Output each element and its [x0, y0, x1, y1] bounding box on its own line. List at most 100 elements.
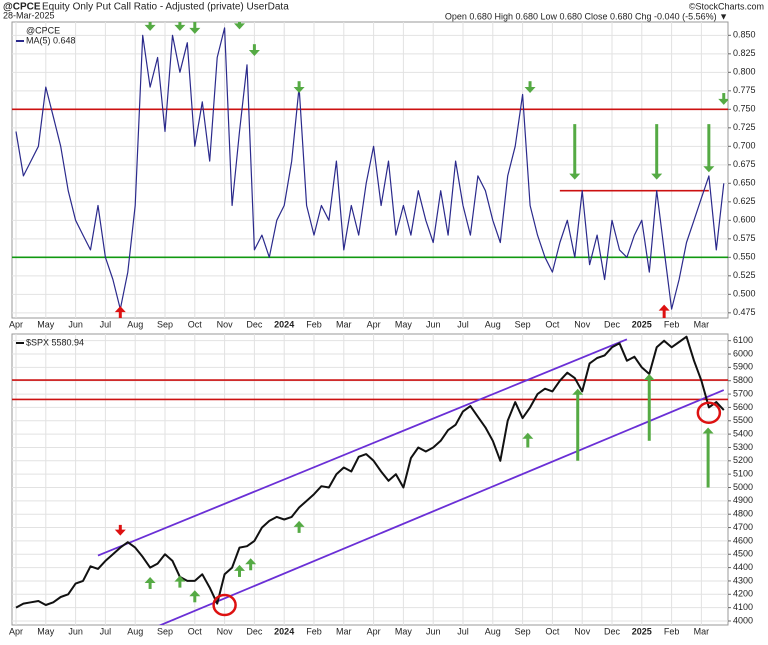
plot — [12, 22, 728, 318]
x-tick-label: 2025 — [632, 319, 652, 329]
x-tick-label: Oct — [545, 319, 560, 329]
arrow — [114, 524, 126, 536]
x-tick-label: Feb — [306, 319, 322, 329]
series-line — [15, 27, 725, 310]
arrow — [569, 124, 581, 180]
x-tick-label: Nov — [217, 626, 234, 636]
x-tick-label: Feb — [306, 626, 322, 636]
x-tick-label: Mar — [694, 319, 710, 329]
source: ©StockCharts.com — [689, 1, 764, 11]
y-tick-label: 0.850 — [733, 30, 756, 40]
arrow — [643, 374, 655, 441]
arrow — [718, 93, 728, 105]
x-tick-label: Nov — [217, 319, 234, 329]
y-tick-label: 6000 — [733, 348, 753, 358]
highlight-circle — [696, 401, 722, 425]
y-tick-label: 4400 — [733, 562, 753, 572]
arrow-head — [718, 98, 728, 105]
x-tick-label: Aug — [485, 319, 501, 329]
arrow — [702, 427, 714, 488]
trend-line — [97, 338, 628, 557]
x-tick-label: Jun — [426, 626, 441, 636]
y-tick-label: 4900 — [733, 495, 753, 505]
y-tick-label: 0.550 — [733, 252, 756, 262]
arrow — [245, 558, 257, 571]
x-tick-label: Apr — [367, 319, 381, 329]
y-tick-label: 5000 — [733, 482, 753, 492]
y-tick-label: 0.725 — [733, 122, 756, 132]
x-tick-label: Jun — [68, 319, 83, 329]
x-tick-label: Oct — [188, 319, 203, 329]
y-tick-label: 0.800 — [733, 67, 756, 77]
x-tick-label: May — [37, 626, 55, 636]
symbol: @CPCE — [3, 2, 41, 13]
x-tick-label: Feb — [664, 319, 680, 329]
arrow-head — [144, 24, 156, 31]
x-tick-label: Mar — [694, 626, 710, 636]
y-tick-label: 0.525 — [733, 270, 756, 280]
y-tick-label: 0.475 — [733, 307, 756, 317]
arrow-head — [658, 304, 670, 311]
y-tick-label: 4100 — [733, 602, 753, 612]
y-tick-label: 0.675 — [733, 159, 756, 169]
arrow — [234, 564, 245, 577]
arrow-head — [248, 50, 260, 57]
y-tick-label: 6100 — [733, 335, 753, 345]
y-tick-label: 5600 — [733, 402, 753, 412]
plot — [12, 334, 728, 625]
trend-line — [158, 389, 725, 625]
arrow-head — [572, 388, 584, 395]
y-tick-label: 5200 — [733, 455, 753, 465]
chart-title: Equity Only Put Call Ratio - Adjusted (p… — [42, 2, 289, 13]
x-tick-label: Jul — [100, 626, 112, 636]
arrow-head — [703, 166, 715, 173]
x-tick-label: Apr — [367, 626, 381, 636]
date: 28-Mar-2025 — [3, 10, 55, 20]
x-tick-label: Jul — [457, 319, 469, 329]
y-tick-label: 4600 — [733, 535, 753, 545]
y-tick-label: 5400 — [733, 428, 753, 438]
arrow — [293, 520, 305, 533]
arrow-head — [189, 27, 201, 34]
x-tick-label: Jul — [457, 626, 469, 636]
x-tick-label: Aug — [485, 626, 501, 636]
x-tick-label: May — [395, 319, 413, 329]
arrow-head — [522, 432, 534, 439]
x-tick-label: May — [395, 626, 413, 636]
arrow — [572, 388, 584, 461]
x-tick-label: Mar — [336, 319, 352, 329]
x-tick-label: Oct — [188, 626, 203, 636]
arrow-head — [643, 374, 655, 381]
x-tick-label: Oct — [545, 626, 560, 636]
arrow-head — [702, 427, 714, 434]
y-tick-label: 0.575 — [733, 233, 756, 243]
y-tick-label: 5100 — [733, 469, 753, 479]
highlight-circle — [212, 593, 237, 617]
x-tick-label: Sep — [515, 626, 531, 636]
y-tick-label: 5700 — [733, 388, 753, 398]
x-tick-label: Sep — [157, 319, 173, 329]
arrow — [174, 22, 186, 31]
y-tick-label: 4500 — [733, 549, 753, 559]
x-tick-label: Dec — [604, 319, 621, 329]
x-tick-label: May — [37, 319, 55, 329]
arrow-head — [293, 520, 305, 527]
arrow — [114, 306, 126, 318]
x-tick-label: Sep — [157, 626, 173, 636]
y-tick-label: 4000 — [733, 615, 753, 625]
arrow — [144, 576, 156, 589]
x-tick-label: Jun — [426, 319, 441, 329]
x-tick-label: Aug — [127, 626, 143, 636]
y-tick-label: 0.500 — [733, 289, 756, 299]
x-tick-label: Nov — [574, 626, 591, 636]
arrow — [248, 44, 260, 57]
y-tick-label: 4700 — [733, 522, 753, 532]
y-tick-label: 4200 — [733, 589, 753, 599]
x-tick-label: Apr — [9, 319, 23, 329]
arrow — [234, 22, 245, 30]
arrow-head — [293, 87, 305, 94]
y-tick-label: 0.625 — [733, 196, 756, 206]
arrow-head — [174, 575, 186, 582]
x-tick-label: Dec — [246, 319, 263, 329]
